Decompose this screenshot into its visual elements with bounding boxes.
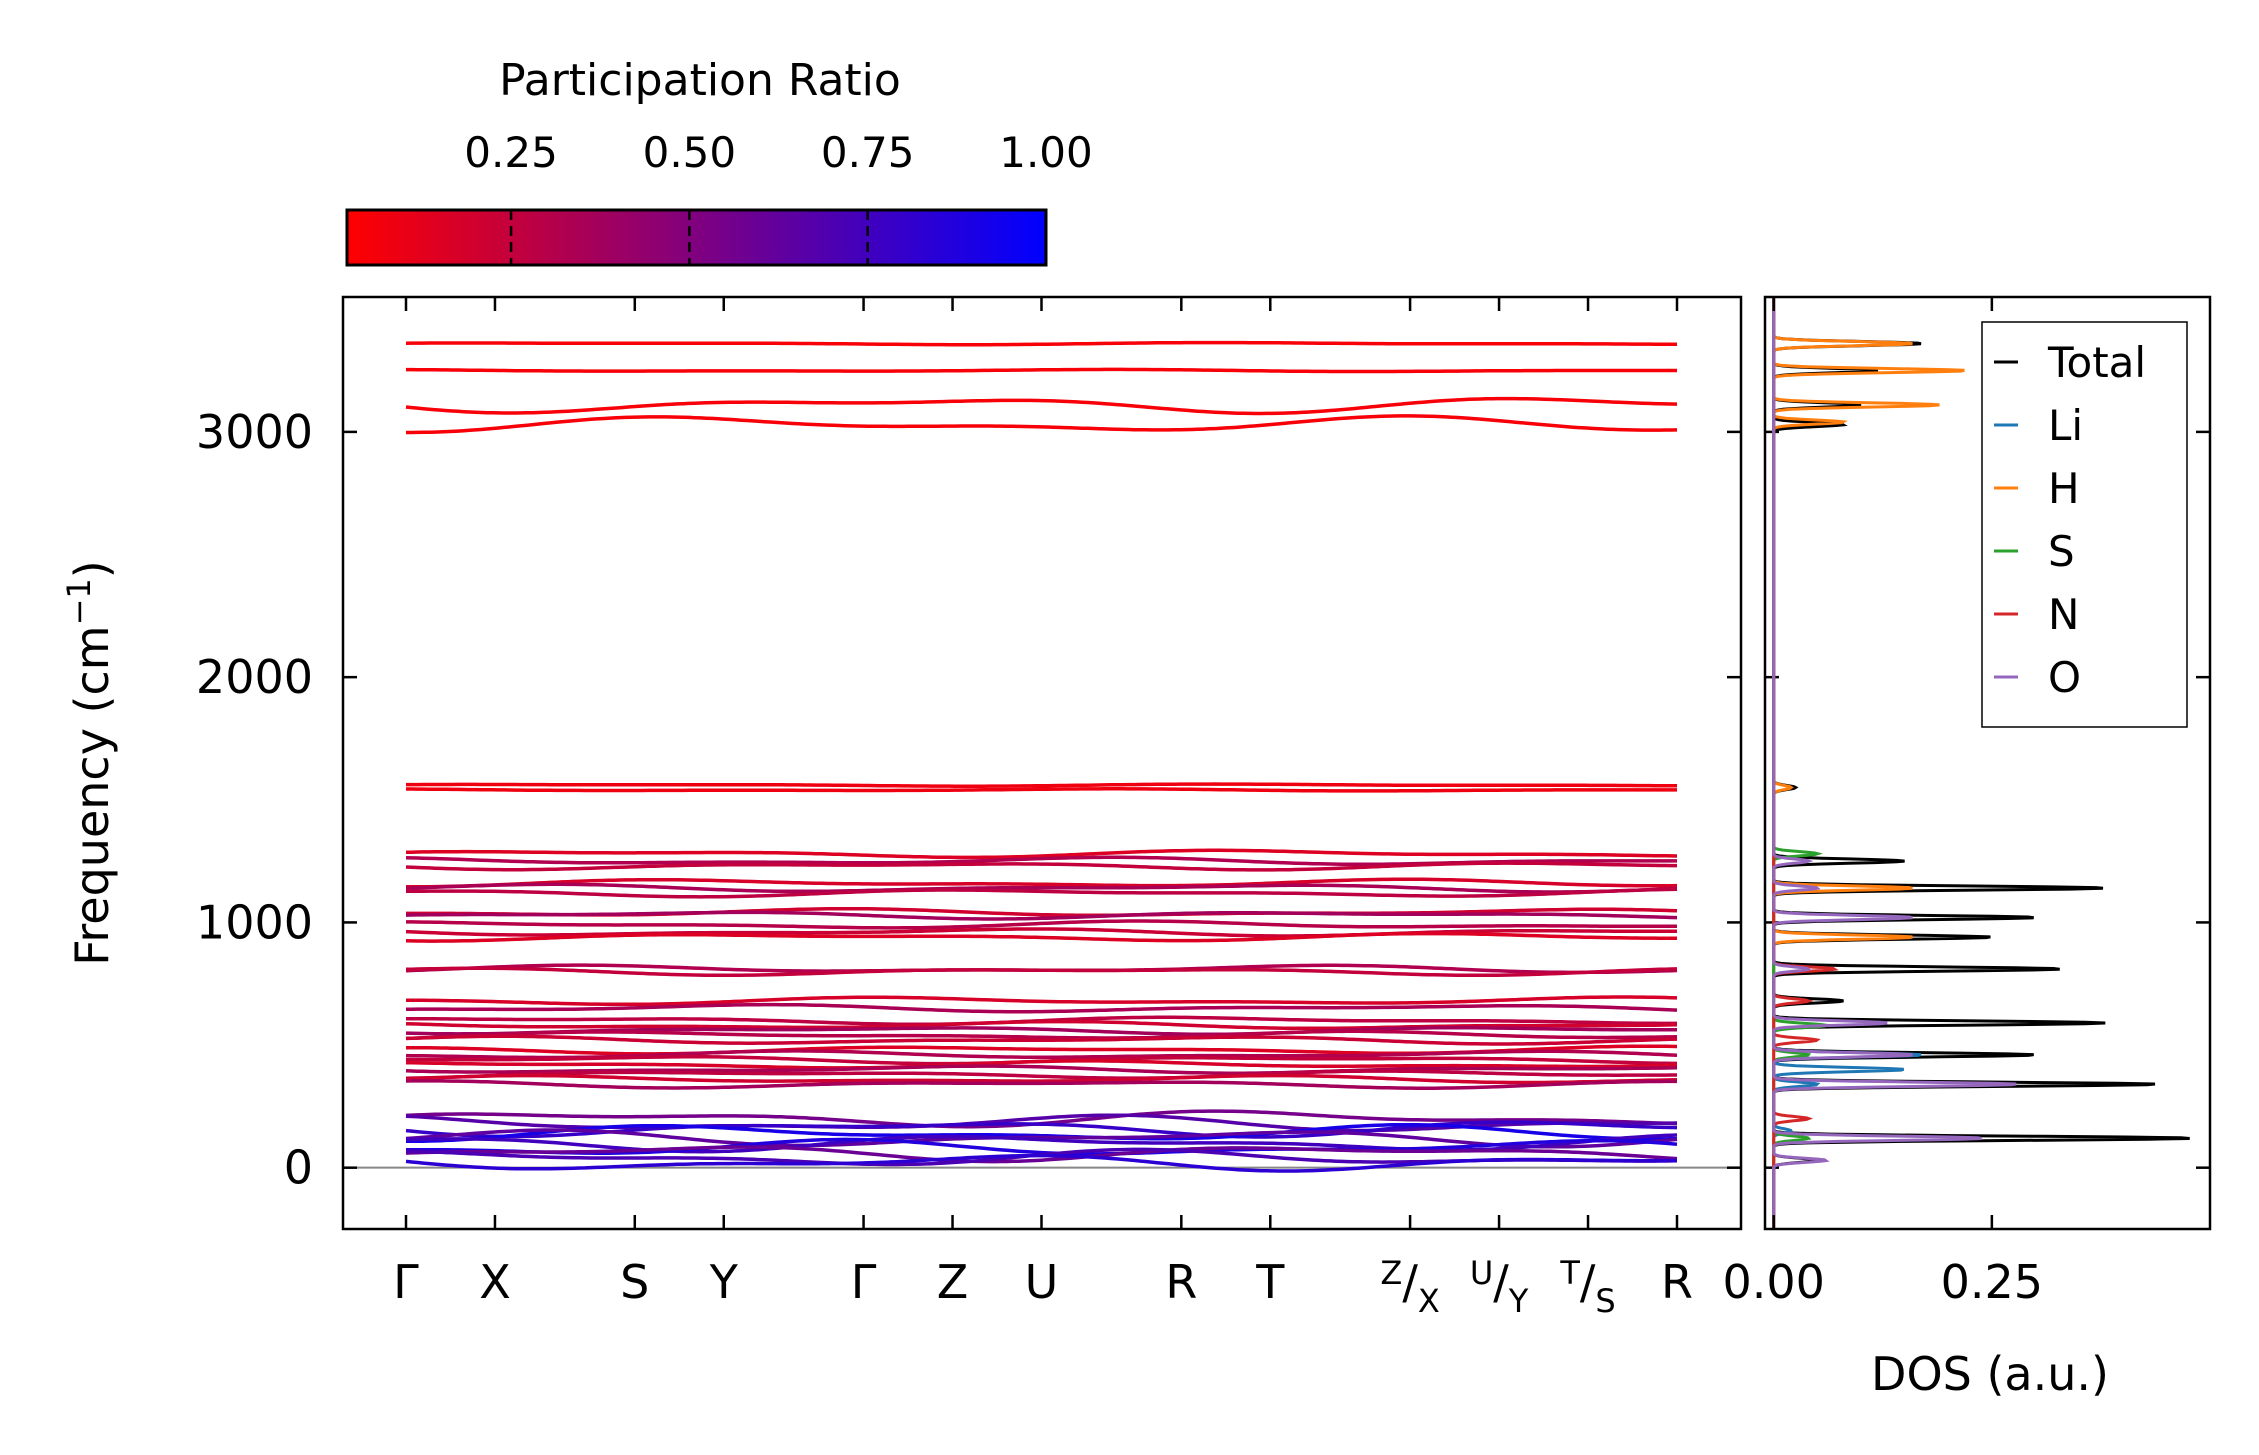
k-point-label: Z/X <box>1380 1254 1439 1320</box>
band-line <box>406 787 1677 793</box>
colorbar-tick-label: 0.75 <box>821 128 915 177</box>
band-line <box>406 919 1677 930</box>
band-line <box>406 414 1678 435</box>
band-line <box>405 1029 1678 1041</box>
band-line <box>406 1002 1678 1014</box>
band-structure-panel: 0 1000 2000 3000 Γ X S Y Γ Z U R T Z/X U/Y T/S R Frequen… <box>60 295 2210 1320</box>
legend-label: H <box>2048 464 2080 513</box>
band-lines <box>343 340 1741 1173</box>
band-axes: 0 1000 2000 3000 Γ X S Y Γ Z U R T Z/X U/Y T/S R <box>196 297 2210 1320</box>
k-point-label: S <box>620 1255 649 1309</box>
dos-curves <box>1772 297 2190 1229</box>
band-line <box>405 1073 1678 1085</box>
band-line <box>406 887 1678 899</box>
k-point-label: T/S <box>1559 1254 1615 1320</box>
y-axis-label: Frequency (cm−1) <box>60 560 119 965</box>
band-line <box>405 861 1677 872</box>
colorbar-tick-label: 1.00 <box>999 128 1093 177</box>
dos-x-axis-label: DOS (a.u.) <box>1871 1347 2109 1401</box>
k-point-label: Y <box>709 1255 739 1309</box>
legend-label: N <box>2048 590 2079 639</box>
band-line <box>406 995 1678 1007</box>
band-line <box>405 966 1678 978</box>
band-line <box>405 1079 1677 1090</box>
k-point-label: U <box>1025 1255 1059 1309</box>
band-line <box>406 367 1677 374</box>
y-tick-label: 1000 <box>196 895 313 949</box>
band-line <box>405 1026 1677 1037</box>
band-line <box>406 877 1678 889</box>
legend-label: Total <box>2047 338 2146 387</box>
legend-label: O <box>2048 653 2081 702</box>
band-line <box>405 340 1677 347</box>
k-point-label: Γ <box>851 1255 877 1309</box>
k-point-label: R <box>1165 1255 1197 1309</box>
colorbar-tick-label: 0.25 <box>464 128 558 177</box>
k-point-label: Z <box>937 1255 969 1309</box>
k-point-label: U/Y <box>1470 1254 1529 1320</box>
colorbar-ticks: 0.25 0.50 0.75 1.00 <box>464 128 1093 265</box>
band-line <box>406 1137 1678 1156</box>
legend-box <box>1981 321 2188 728</box>
k-point-label: R <box>1661 1255 1693 1309</box>
band-line <box>405 1034 1678 1046</box>
band-line <box>405 1019 1678 1031</box>
k-point-label: X <box>479 1255 511 1309</box>
colorbar: Participation Ratio 0.25 0.50 0.75 1.00 <box>345 55 1093 267</box>
band-line <box>405 1145 1678 1164</box>
colorbar-tick-label: 0.50 <box>643 128 737 177</box>
band-line <box>405 1153 1677 1173</box>
band-line <box>405 848 1678 860</box>
dos-curve-o <box>1772 297 2017 1229</box>
k-point-label: Γ <box>393 1255 419 1309</box>
colorbar-gradient <box>345 208 1048 267</box>
band-plot-frame <box>341 295 1743 1231</box>
y-tick-label: 3000 <box>196 405 313 459</box>
band-line <box>405 1069 1677 1080</box>
k-point-label: T <box>1255 1255 1285 1309</box>
band-line <box>405 882 1678 894</box>
y-tick-label: 2000 <box>196 650 313 704</box>
dos-x-tick-label: 0.00 <box>1723 1255 1825 1309</box>
dos-axes: 0.00 0.25 <box>1723 297 2043 1309</box>
dos-x-tick-label: 0.25 <box>1941 1255 2043 1309</box>
band-line <box>406 782 1678 788</box>
band-line <box>405 396 1678 416</box>
y-tick-label: 0 <box>284 1141 313 1195</box>
band-line <box>405 910 1678 921</box>
band-line <box>405 1128 1678 1149</box>
band-line <box>405 1059 1678 1070</box>
colorbar-label: Participation Ratio <box>499 55 901 106</box>
dos-plot-frame <box>1763 295 2212 1231</box>
legend-label: S <box>2048 527 2075 576</box>
band-line <box>405 931 1677 943</box>
legend-label: Li <box>2048 401 2083 450</box>
band-line <box>405 1064 1678 1075</box>
